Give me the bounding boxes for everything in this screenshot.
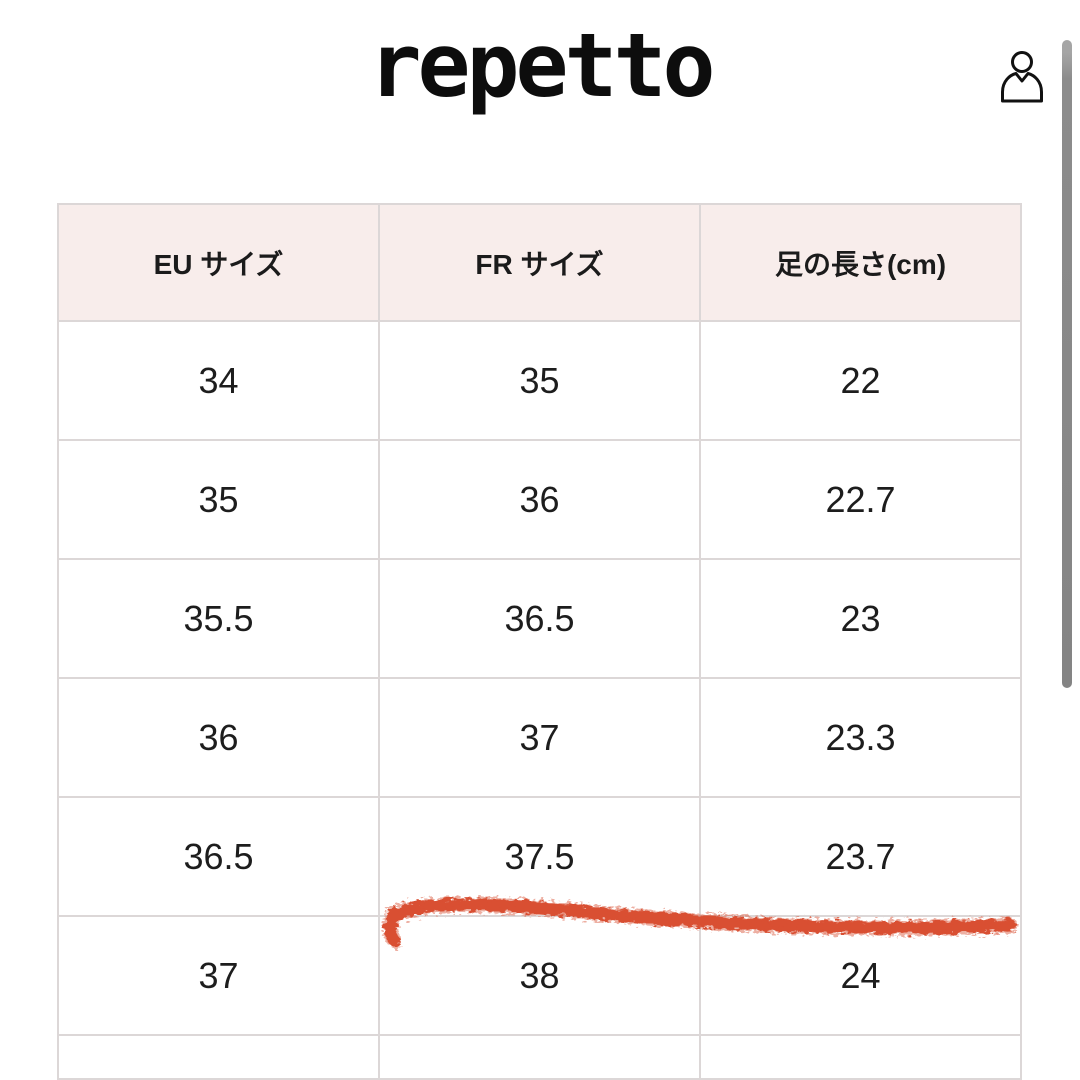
cell-fr: 37 xyxy=(378,677,701,798)
cell-eu: 36.5 xyxy=(57,796,380,917)
size-chart-table: EU サイズ FR サイズ 足の長さ(cm) 34 35 22 35 36 22… xyxy=(57,203,1022,1080)
cell-eu: 34 xyxy=(57,320,380,441)
column-header-fr-size: FR サイズ xyxy=(378,203,701,322)
table-row-cutoff xyxy=(57,1034,1022,1080)
size-chart-header: EU サイズ FR サイズ 足の長さ(cm) xyxy=(57,203,1022,322)
column-header-eu-size: EU サイズ xyxy=(57,203,380,322)
table-row: 35 36 22.7 xyxy=(57,439,1022,560)
cell-foot: 22 xyxy=(699,320,1022,441)
table-row-marked: 36.5 37.5 23.7 xyxy=(57,796,1022,917)
cell-foot xyxy=(699,1034,1022,1080)
cell-fr: 38 xyxy=(378,915,701,1036)
table-row: 34 35 22 xyxy=(57,320,1022,441)
header-row: EU サイズ FR サイズ 足の長さ(cm) xyxy=(57,203,1022,322)
cell-foot: 22.7 xyxy=(699,439,1022,560)
column-header-foot-length: 足の長さ(cm) xyxy=(699,203,1022,322)
cell-eu: 35 xyxy=(57,439,380,560)
table-row: 35.5 36.5 23 xyxy=(57,558,1022,679)
cell-eu: 35.5 xyxy=(57,558,380,679)
account-person-icon[interactable] xyxy=(998,50,1046,104)
table-row: 37 38 24 xyxy=(57,915,1022,1036)
cell-foot: 23 xyxy=(699,558,1022,679)
site-header: repetto xyxy=(0,0,1080,160)
cell-eu xyxy=(57,1034,380,1080)
cell-fr: 35 xyxy=(378,320,701,441)
brand-logo[interactable]: repetto xyxy=(368,14,716,117)
table-row: 36 37 23.3 xyxy=(57,677,1022,798)
cell-fr: 37.5 xyxy=(378,796,701,917)
vertical-scrollbar-thumb[interactable] xyxy=(1062,40,1072,688)
cell-fr: 36 xyxy=(378,439,701,560)
cell-fr xyxy=(378,1034,701,1080)
cell-foot: 24 xyxy=(699,915,1022,1036)
cell-foot: 23.7 xyxy=(699,796,1022,917)
cell-fr: 36.5 xyxy=(378,558,701,679)
cell-foot: 23.3 xyxy=(699,677,1022,798)
cell-eu: 37 xyxy=(57,915,380,1036)
cell-eu: 36 xyxy=(57,677,380,798)
